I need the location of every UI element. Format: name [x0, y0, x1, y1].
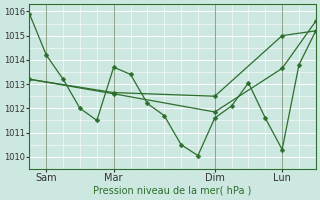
X-axis label: Pression niveau de la mer( hPa ): Pression niveau de la mer( hPa ) [93, 186, 252, 196]
